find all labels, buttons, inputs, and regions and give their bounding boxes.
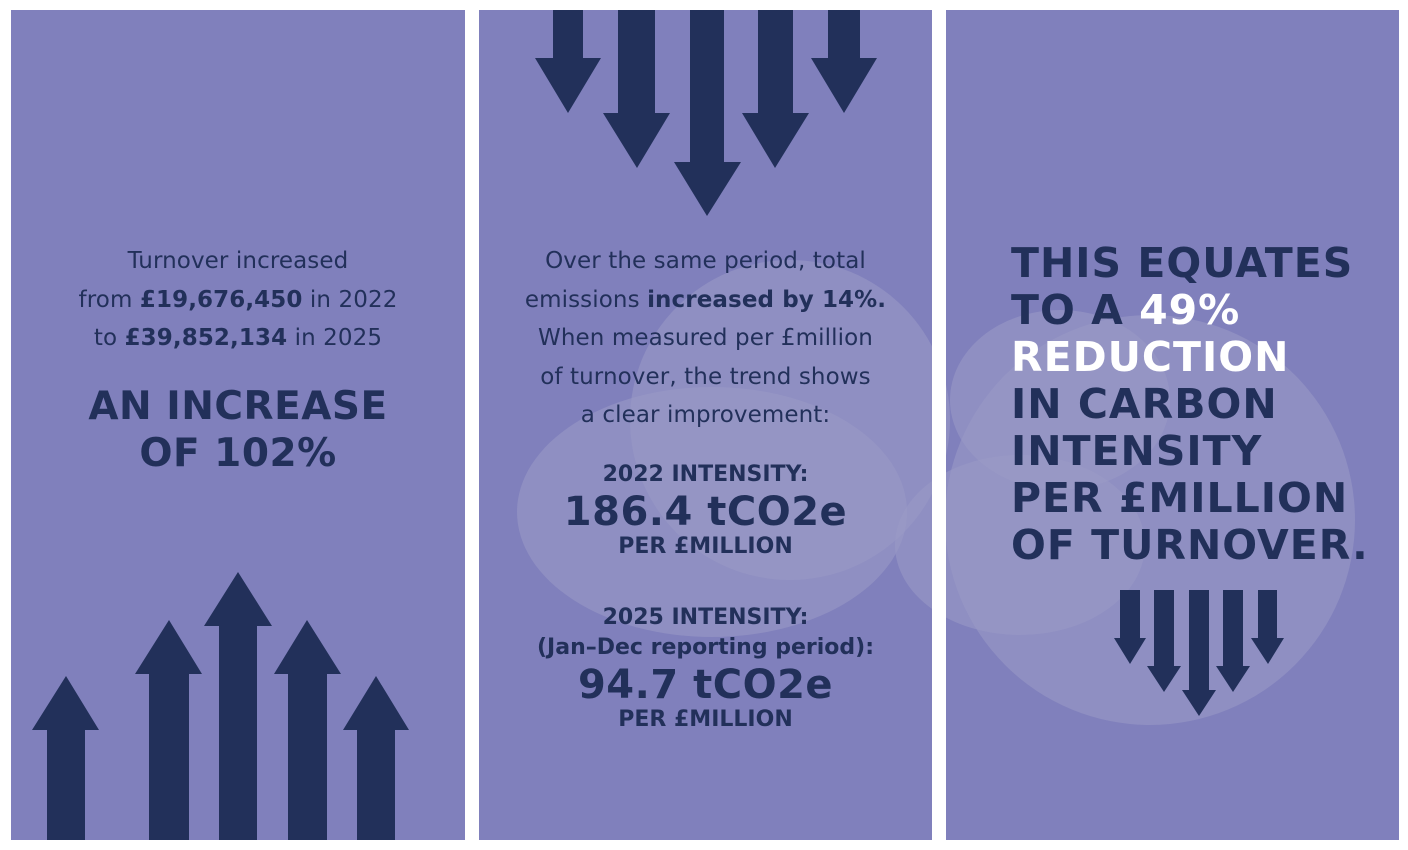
down-arrows-icon [535, 10, 877, 216]
reduction-line-2: TO A 49% [1011, 287, 1369, 334]
emissions-line-4: of turnover, the trend shows [540, 363, 871, 390]
emissions-line-1: Over the same period, total [545, 248, 866, 274]
reduction-panel: THIS EQUATES TO A 49% REDUCTION IN CARBO… [946, 10, 1399, 840]
emissions-increase: increased by 14%. [647, 286, 887, 313]
intensity-2025-unit: PER £MILLION [618, 707, 793, 732]
emissions-line-2: emissions increased by 14%. [479, 281, 932, 320]
emissions-line-5: a clear improvement: [580, 402, 831, 428]
increase-headline-line-2: OF 102% [139, 431, 337, 476]
reduction-line-7: OF TURNOVER. [1011, 521, 1369, 569]
intensity-2025-block: 2025 INTENSITY: (Jan–Dec reporting perio… [479, 603, 932, 735]
turnover-line-1: Turnover increased [127, 248, 349, 274]
intensity-2022-block: 2022 INTENSITY: 186.4 tCO2e PER £MILLION [479, 460, 932, 562]
intensity-2022-unit: PER £MILLION [618, 534, 793, 559]
turnover-2022-value: £19,676,450 [139, 286, 303, 313]
turnover-panel: Turnover increased from £19,676,450 in 2… [11, 10, 465, 840]
turnover-line-2: from £19,676,450 in 2022 [11, 281, 465, 320]
turnover-line-2-pre: from [78, 286, 140, 313]
reduction-word: REDUCTION [1011, 333, 1290, 381]
turnover-line-3: to £39,852,134 in 2025 [11, 319, 465, 358]
down-arrows-small-icon [1114, 590, 1284, 716]
intensity-2025-period: (Jan–Dec reporting period): [536, 635, 874, 660]
turnover-line-2-post: in 2022 [302, 286, 398, 313]
emissions-panel: Over the same period, total emissions in… [479, 10, 932, 840]
turnover-text: Turnover increased from £19,676,450 in 2… [11, 242, 465, 358]
turnover-line-3-post: in 2025 [287, 325, 383, 351]
up-arrows-icon [32, 572, 409, 840]
turnover-line-3-pre: to [93, 325, 125, 351]
reduction-percent: 49% [1139, 286, 1241, 334]
turnover-2025-value: £39,852,134 [124, 325, 288, 351]
increase-headline-line-1: AN INCREASE [88, 384, 388, 429]
reduction-line-2-pre: TO A [1011, 286, 1140, 334]
intensity-2022-label: 2022 INTENSITY: [602, 462, 809, 487]
emissions-line-3: When measured per £million [538, 325, 873, 351]
reduction-line-1: THIS EQUATES [1011, 239, 1354, 287]
emissions-text: Over the same period, total emissions in… [479, 242, 932, 435]
intensity-2022-value: 186.4 tCO2e [563, 489, 848, 535]
intensity-2025-value: 94.7 tCO2e [577, 662, 834, 708]
intensity-2025-label: 2025 INTENSITY: [602, 605, 809, 630]
increase-headline: AN INCREASE OF 102% [11, 383, 465, 477]
reduction-line-4: IN CARBON [1011, 380, 1278, 428]
reduction-line-5: INTENSITY [1011, 427, 1263, 475]
reduction-line-6: PER £MILLION [1011, 474, 1349, 522]
emissions-line-2-pre: emissions [524, 286, 648, 313]
reduction-headline: THIS EQUATES TO A 49% REDUCTION IN CARBO… [1011, 240, 1369, 569]
